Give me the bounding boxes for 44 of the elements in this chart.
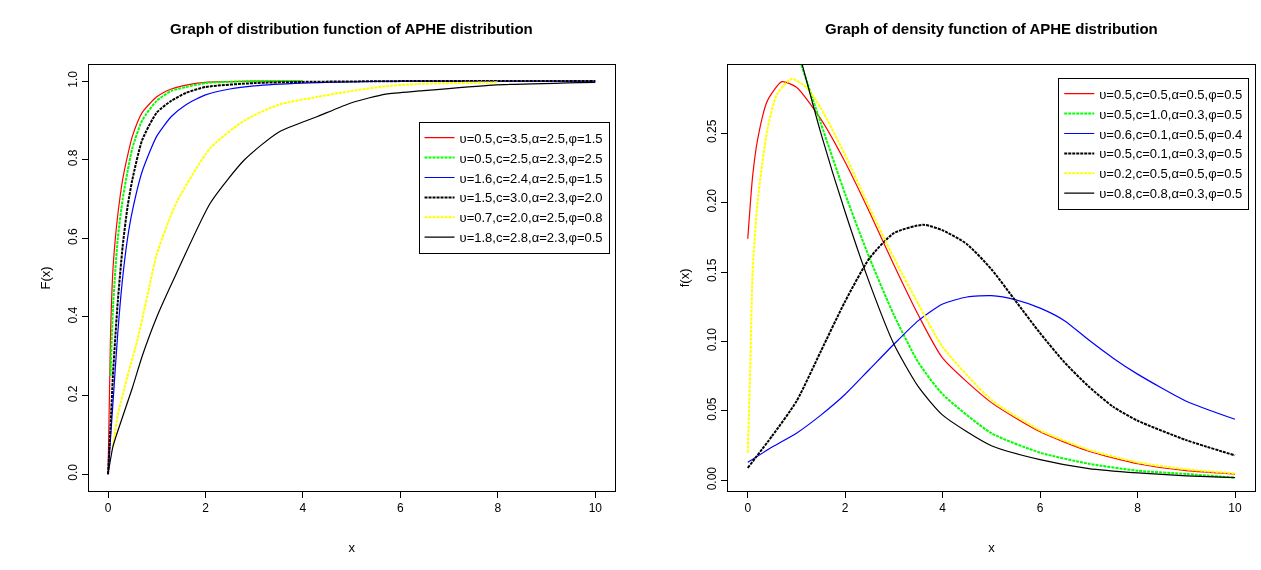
x-axis-title: x [988, 539, 996, 555]
legend-label: υ=0.6,c=0.1,α=0.5,φ=0.4 [1099, 126, 1243, 142]
x-tick-label: 8 [1134, 501, 1142, 516]
y-tick-label: 0.6 [65, 227, 80, 245]
legend-label: υ=0.5,c=0.1,α=0.3,φ=0.5 [1099, 146, 1243, 162]
y-tick-label: 1.0 [65, 70, 80, 88]
chart-title: Graph of distribution function of APHE distribution [170, 20, 533, 37]
x-tick-label: 2 [202, 501, 210, 516]
chart-title: Graph of density function of APHE distribution [825, 20, 1158, 37]
y-tick-label: 0.2 [65, 385, 80, 403]
x-tick-label: 6 [397, 501, 405, 516]
x-axis-title: x [348, 539, 356, 555]
x-tick-label: 0 [104, 501, 112, 516]
legend-label: υ=0.8,c=0.8,α=0.3,φ=0.5 [1099, 186, 1243, 202]
y-axis-title: f(x) [677, 268, 693, 288]
y-tick-label: 0.0 [65, 463, 80, 481]
x-tick-label: 6 [1036, 501, 1044, 516]
legend-label: υ=1.8,c=2.8,α=2.3,φ=0.5 [459, 230, 603, 246]
x-tick-label: 2 [841, 501, 849, 516]
y-tick-label: 0.25 [705, 119, 720, 143]
legend-label: υ=0.5,c=3.5,α=2.5,φ=1.5 [459, 130, 603, 146]
x-tick-label: 4 [299, 501, 307, 516]
y-tick-label: 0.15 [705, 258, 720, 282]
y-tick-label: 0.20 [705, 188, 720, 213]
y-tick-label: 0.05 [705, 397, 720, 421]
x-tick-label: 10 [588, 501, 603, 516]
line-series [747, 295, 1236, 463]
line-series [109, 80, 304, 377]
legend-label: υ=1.5,c=3.0,α=2.3,φ=2.0 [459, 190, 603, 206]
y-tick-label: 0.00 [705, 466, 720, 491]
legend-label: υ=0.5,c=1.0,α=0.3,φ=0.5 [1099, 106, 1243, 122]
x-tick-label: 4 [939, 501, 947, 516]
y-axis-title: F(x) [37, 266, 53, 290]
x-tick-label: 8 [494, 501, 502, 516]
y-tick-label: 0.8 [65, 149, 80, 167]
legend-label: υ=0.7,c=2.0,α=2.5,φ=0.8 [459, 210, 603, 226]
x-tick-label: 10 [1228, 501, 1243, 516]
legend-label: υ=1.6,c=2.4,α=2.5,φ=1.5 [459, 170, 603, 186]
x-tick-label: 0 [744, 501, 752, 516]
legend-label: υ=0.2,c=0.5,α=0.5,φ=0.5 [1099, 166, 1243, 182]
legend-label: υ=0.5,c=2.5,α=2.3,φ=2.5 [459, 150, 603, 166]
y-tick-label: 0.10 [705, 327, 720, 352]
legend-label: υ=0.5,c=0.5,α=0.5,φ=0.5 [1099, 86, 1243, 102]
y-tick-label: 0.4 [65, 306, 80, 324]
